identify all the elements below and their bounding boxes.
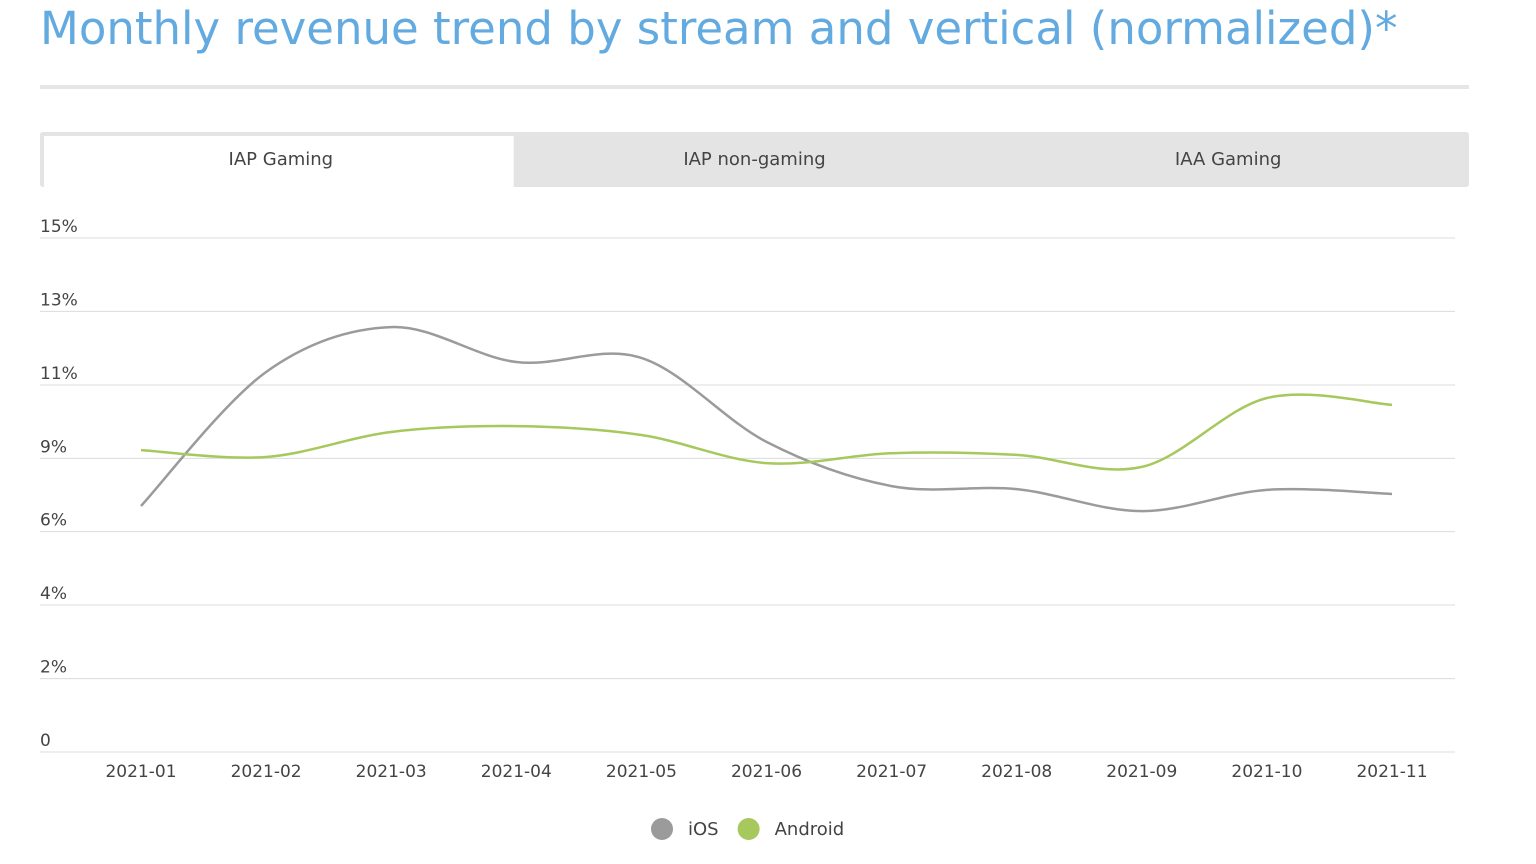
y-tick-label: 6%: [40, 511, 67, 531]
series-line: [140, 393, 1393, 471]
y-tick-label: 4%: [40, 584, 67, 604]
x-tick-label: 2021-07: [856, 762, 927, 782]
x-tick-label: 2021-05: [606, 762, 677, 782]
tab-label[interactable]: IAP Gaming: [229, 149, 334, 170]
tab-label[interactable]: IAP non-gaming: [683, 149, 825, 170]
x-tick-label: 2021-10: [1231, 762, 1302, 782]
chart-title: Monthly revenue trend by stream and vert…: [40, 2, 1397, 55]
y-tick-label: 0: [40, 731, 51, 751]
series-line: [140, 325, 1393, 513]
y-tick-label: 13%: [40, 290, 78, 310]
y-tick-label: 11%: [40, 364, 78, 384]
tab-active: [44, 136, 514, 187]
legend-label[interactable]: Android: [775, 819, 845, 840]
tab-label[interactable]: IAA Gaming: [1175, 149, 1282, 170]
legend-label[interactable]: iOS: [688, 819, 719, 840]
y-tick-label: 2%: [40, 658, 67, 678]
x-tick-label: 2021-02: [231, 762, 302, 782]
x-tick-label: 2021-09: [1106, 762, 1177, 782]
x-tick-label: 2021-06: [731, 762, 802, 782]
y-tick-label: 15%: [40, 217, 78, 237]
x-tick-label: 2021-03: [356, 762, 427, 782]
x-tick-label: 2021-11: [1356, 762, 1427, 782]
legend-swatch[interactable]: [651, 818, 673, 840]
x-tick-label: 2021-04: [481, 762, 552, 782]
x-tick-label: 2021-01: [105, 762, 176, 782]
legend-swatch[interactable]: [737, 818, 760, 840]
x-tick-label: 2021-08: [981, 762, 1052, 782]
y-tick-label: 9%: [40, 437, 67, 457]
title-divider: [40, 85, 1469, 89]
